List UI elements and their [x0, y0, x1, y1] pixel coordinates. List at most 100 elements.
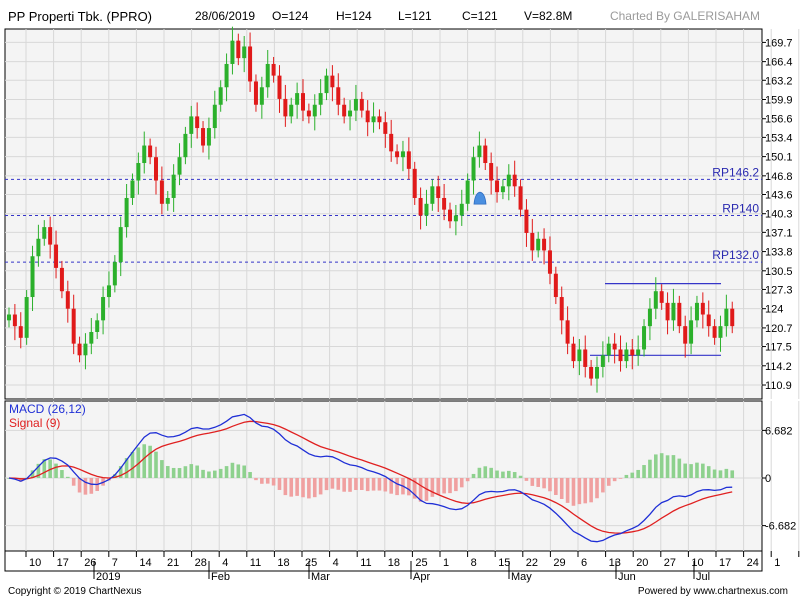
macd-histogram-bar	[636, 469, 640, 478]
x-tick-label: 18	[277, 557, 289, 569]
candle	[101, 286, 106, 335]
candle	[518, 179, 523, 217]
level-label: RP132.0	[712, 248, 759, 262]
date-readout: 28/06/2019	[195, 9, 256, 23]
candle-body	[12, 314, 17, 327]
x-tick-label: 18	[388, 557, 400, 569]
macd-histogram-bar	[336, 478, 341, 490]
candle	[230, 26, 235, 75]
candle	[524, 199, 529, 247]
x-tick-label: 10	[691, 557, 703, 569]
macd-histogram-bar	[542, 478, 546, 489]
macd-histogram-bar	[160, 460, 164, 478]
candle-body	[630, 349, 635, 356]
copyright-text: Copyright © 2019 ChartNexus	[8, 586, 142, 597]
candle	[465, 173, 470, 211]
candle	[665, 292, 670, 335]
candle-body	[18, 326, 23, 338]
candle	[148, 138, 153, 165]
candle	[89, 318, 94, 355]
candle	[248, 32, 253, 92]
macd-histogram-bar	[48, 459, 52, 478]
month-label: Apr	[413, 571, 430, 583]
macd-histogram-bar	[154, 451, 158, 478]
candle-body	[647, 308, 652, 327]
macd-histogram-bar	[418, 478, 423, 502]
macd-histogram-bar	[30, 470, 35, 478]
macd-histogram-bar	[389, 478, 393, 494]
candle-body	[612, 343, 617, 350]
candle-body	[489, 163, 494, 181]
price-tick-label: 153.4	[765, 132, 793, 144]
candle-body	[212, 104, 217, 129]
macd-histogram-bar	[583, 478, 588, 504]
candle	[495, 166, 500, 203]
macd-histogram-bar	[118, 466, 123, 478]
candle-body	[30, 256, 35, 298]
macd-histogram-bar	[201, 469, 205, 478]
x-tick-label: 1	[443, 557, 449, 569]
candle-body	[400, 151, 405, 158]
price-tick-label: 150.1	[765, 152, 793, 164]
macd-histogram-bar	[130, 451, 135, 478]
candle	[630, 338, 635, 370]
macd-histogram-bar	[577, 478, 582, 505]
candle	[647, 298, 652, 341]
candle	[30, 245, 35, 312]
candle-body	[359, 98, 364, 111]
candle-body	[136, 163, 141, 181]
macd-histogram-bar	[89, 478, 94, 494]
candle	[206, 117, 211, 160]
price-tick-label: 120.7	[765, 323, 793, 335]
candle	[201, 121, 206, 153]
candle	[259, 76, 264, 119]
candle	[506, 164, 511, 201]
macd-histogram-bar	[554, 478, 558, 495]
candle	[530, 218, 535, 261]
macd-histogram-bar	[307, 478, 311, 499]
candle-body	[259, 87, 264, 105]
x-tick-label: 24	[747, 557, 759, 569]
candle	[577, 338, 582, 376]
powered-by-link[interactable]: Powered by www.chartnexus.com	[637, 586, 788, 597]
candle-body	[471, 157, 476, 181]
macd-histogram-bar	[507, 470, 511, 478]
candle	[71, 294, 76, 355]
macd-histogram-bar	[71, 478, 76, 486]
macd-histogram-bar	[318, 478, 323, 495]
macd-histogram-bar	[183, 466, 188, 478]
macd-histogram-bar	[501, 471, 505, 478]
macd-histogram-bar	[265, 478, 270, 484]
candle-body	[89, 331, 94, 344]
candle-body	[589, 366, 594, 379]
macd-histogram-bar	[559, 478, 564, 499]
month-label: Mar	[311, 571, 330, 583]
candle-body	[177, 157, 182, 175]
candle	[565, 306, 570, 355]
candle-body	[624, 349, 629, 362]
macd-histogram-bar	[60, 470, 64, 478]
candle	[348, 100, 353, 131]
candle-body	[242, 46, 247, 59]
x-tick-label: 14	[139, 557, 151, 569]
macd-histogram-bar	[595, 478, 599, 499]
candle-body	[506, 174, 511, 187]
candle	[330, 65, 335, 102]
candle-body	[395, 151, 400, 158]
candle	[642, 319, 647, 357]
macd-histogram-bar	[442, 478, 446, 494]
candle-body	[536, 238, 541, 251]
candle	[583, 335, 588, 378]
month-label: 2019	[96, 571, 120, 583]
x-tick-label: 22	[526, 557, 538, 569]
price-tick-label: 110.9	[765, 380, 792, 392]
macd-histogram-bar	[348, 478, 352, 492]
candle	[442, 183, 447, 221]
candle-body	[130, 180, 135, 198]
candle-body	[547, 250, 552, 274]
candle	[395, 144, 400, 165]
candle	[277, 65, 282, 113]
candle-body	[289, 104, 294, 117]
x-tick-label: 25	[415, 557, 427, 569]
price-tick-label: 127.3	[765, 284, 793, 296]
